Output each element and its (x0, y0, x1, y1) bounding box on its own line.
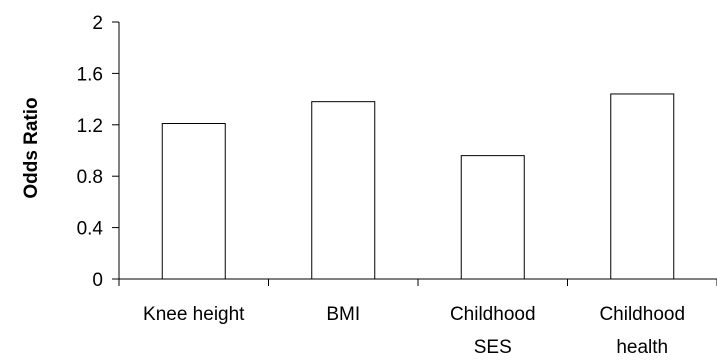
y-tick-label: 0 (92, 270, 103, 291)
x-category-label: Knee height (143, 304, 245, 325)
x-category-label: Childhood health (599, 304, 685, 358)
y-tick-label: 1.6 (77, 64, 103, 85)
bar-childhood-health (610, 93, 675, 280)
bar-childhood-ses (460, 155, 525, 280)
y-tick-label: 0.4 (77, 219, 104, 240)
bar-bmi (311, 101, 376, 280)
y-tick-label: 1.2 (77, 116, 103, 137)
x-category-label: Childhood SES (450, 304, 536, 358)
bar-knee-height (161, 123, 226, 280)
y-axis-title: Odds Ratio (21, 97, 42, 198)
y-tick-label: 2 (92, 13, 103, 34)
y-tick-label: 0.8 (77, 167, 103, 188)
labels: 0 0.4 0.8 1.2 1.6 2 Knee height BMI Childhood SES… (77, 13, 685, 358)
bars (161, 93, 675, 280)
x-category-label: BMI (326, 304, 360, 325)
